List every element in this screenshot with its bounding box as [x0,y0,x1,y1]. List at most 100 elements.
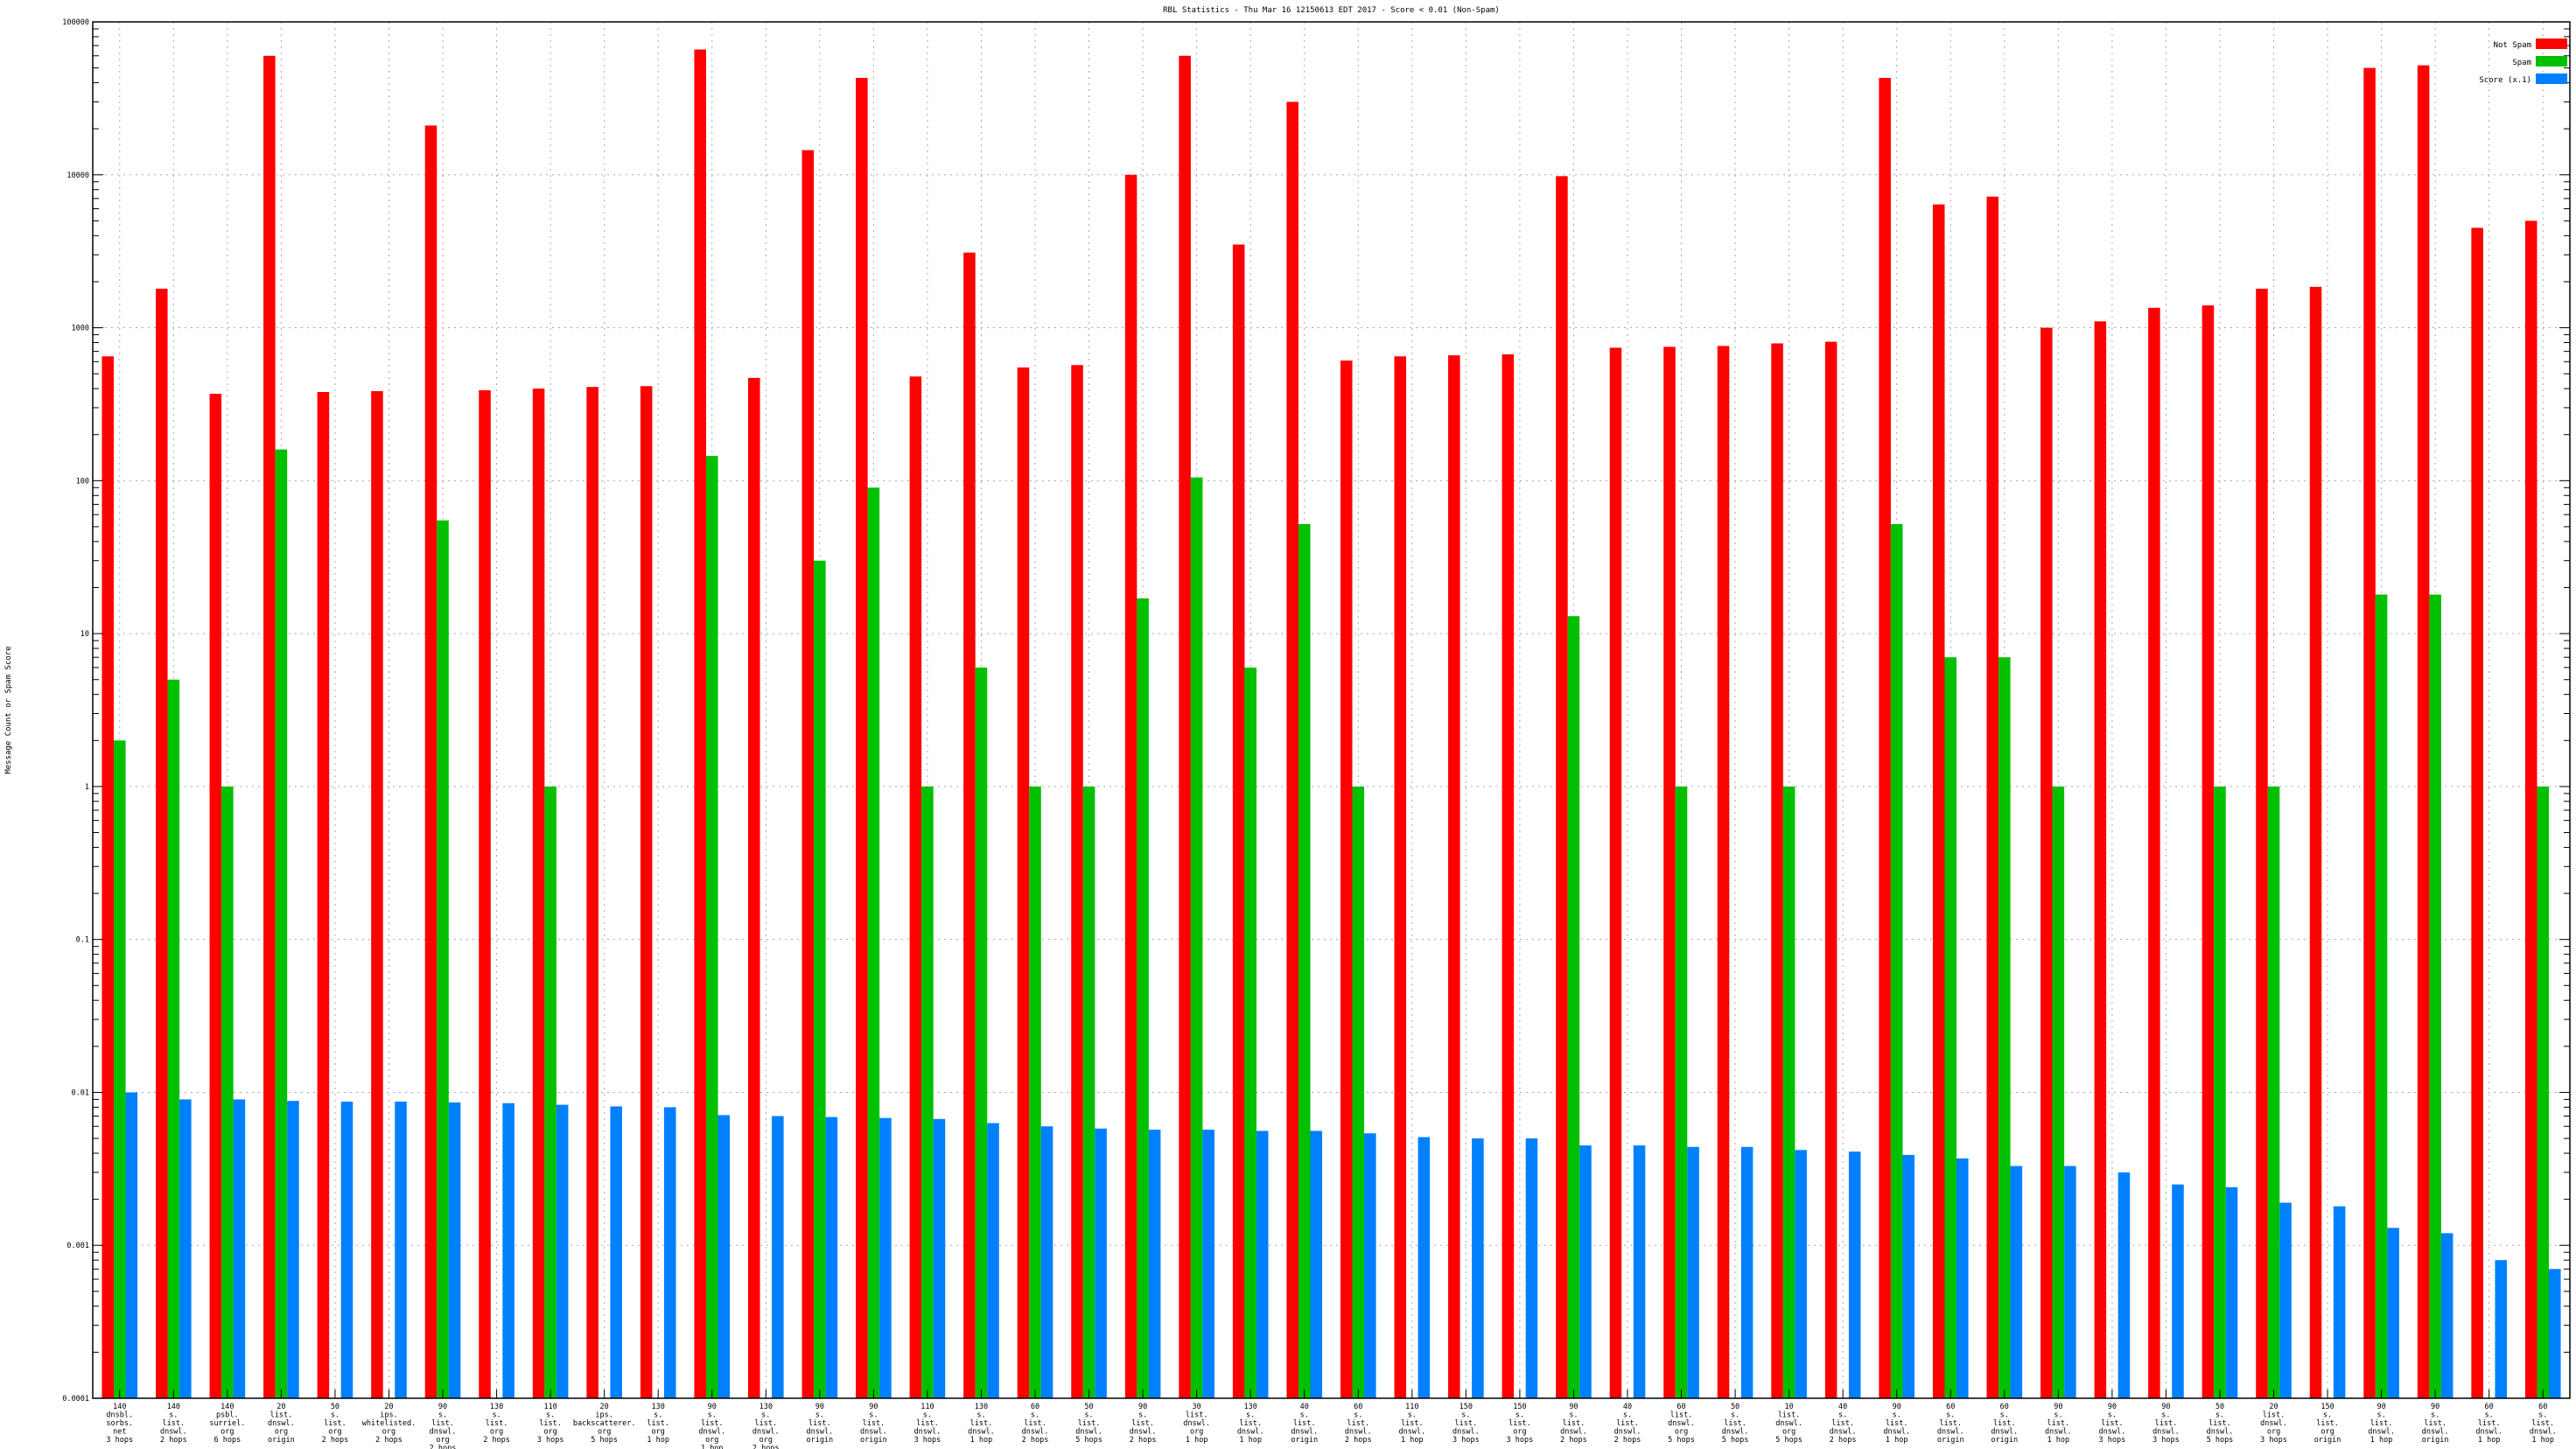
x-tick-label-line: list. [539,1419,562,1428]
y-tick-label: 0.0001 [62,1395,89,1404]
x-tick-label-line: dnswl. [1991,1428,2018,1437]
bar-spam [2214,786,2226,1398]
x-tick-label-line: org [328,1428,341,1437]
bar-score [1525,1138,1538,1398]
bar-score [1202,1130,1214,1398]
x-tick-label-line: list. [1670,1411,1693,1420]
bar-not_spam [532,388,545,1398]
x-tick-label-line: 130 [975,1403,988,1411]
x-tick-label-line: 130 [760,1403,773,1411]
y-tick-label: 100000 [62,18,89,27]
bar-score [1364,1133,1376,1398]
x-tick-label-line: s. [923,1411,932,1420]
x-tick-label-line: s. [2216,1411,2224,1420]
x-tick-label: 110 s. list. dnswl. 3 hops [914,1403,942,1445]
x-tick-label-line: 60 [1946,1403,1955,1411]
x-tick-label: 90 s. list. dnswl. origin [2422,1403,2449,1445]
x-tick-label-line: s. [2161,1411,2170,1420]
x-tick-label-line: 90 [708,1403,717,1411]
x-tick-label-line: whitelisted. [362,1419,416,1428]
x-tick-label: 60 list. dnswl. org 5 hops [1668,1403,1695,1445]
y-tick-label: 1 [85,783,89,792]
x-tick-label: 50 s. list. dnswl. 5 hops [1722,1403,1749,1445]
x-tick-label-line: list. [970,1419,993,1428]
x-tick-label-line: s. [1569,1411,1578,1420]
bar-score [879,1117,892,1398]
x-tick-label-line: dnswl. [1022,1428,1049,1437]
bar-not_spam [156,288,168,1399]
x-tick-label-line: 2 hops [1830,1436,1857,1445]
x-tick-label-line: dnswl. [1237,1428,1264,1437]
x-tick-label-line: s. [1138,1411,1147,1420]
bar-not_spam [371,391,383,1398]
x-tick-label-line: dnswl. [968,1428,995,1437]
bar-not_spam [1232,244,1245,1398]
bar-not_spam [2040,327,2053,1398]
legend-swatch-not_spam [2536,38,2567,49]
bar-score [287,1101,299,1398]
x-tick-label-line: org [382,1428,396,1437]
x-tick-label-line: dnswl. [806,1428,833,1437]
bar-score [1095,1128,1107,1398]
bar-not_spam [802,150,815,1399]
x-tick-label-line: list. [2155,1419,2178,1428]
bar-score [125,1092,138,1398]
x-tick-label: 90 s. list. dnswl. origin [860,1403,887,1445]
y-axis-ticks: 0.0001 0.001 0.01 0.1 1 10 100 1000 10000 100000 [62,18,2570,1404]
x-tick-label-line: 3 hops [914,1436,942,1445]
bar-spam [437,520,449,1398]
bar-score [179,1099,192,1398]
x-tick-label-line: 5 hops [1775,1436,1802,1445]
bar-not_spam [209,394,222,1398]
y-tick-label: 10000 [66,172,89,180]
x-tick-label-line: 3 hops [2260,1436,2287,1445]
bar-score [2333,1206,2346,1398]
x-tick-label-line: list. [1186,1411,1208,1420]
bar-spam [1190,477,1203,1399]
x-tick-label-line: 5 hops [1075,1436,1102,1445]
x-tick-label-line: origin [2314,1436,2342,1445]
bar-spam [921,786,934,1398]
bar-not_spam [1556,176,1568,1398]
bar-not_spam [317,392,330,1399]
bar-not_spam [1663,346,1676,1398]
x-tick-label-line: list. [1508,1419,1531,1428]
x-tick-label-line: 50 [2216,1403,2224,1411]
bar-score [1579,1145,1592,1398]
x-tick-label-line: org [760,1436,773,1445]
x-tick-label-line: dnswl. [2207,1428,2234,1437]
x-tick-label-line: dnswl. [2045,1428,2072,1437]
bar-spam [1082,786,1096,1398]
bar-not_spam [747,377,760,1398]
bar-not_spam [1986,196,1999,1398]
bar-score [340,1102,354,1398]
x-tick-label: 20 list. dnswl. org origin [268,1403,295,1445]
x-tick-label-line: 20 [384,1403,393,1411]
bar-spam [1998,657,2011,1398]
x-tick-label-line: 1 hop [701,1445,724,1449]
x-tick-label-line: list. [1131,1419,1154,1428]
bar-score [448,1102,461,1398]
x-tick-label-line: 90 [1893,1403,1901,1411]
x-tick-label-line: dnswl. [2260,1419,2287,1428]
y-tick-label: 1000 [72,325,89,333]
x-tick-label-line: 130 [490,1403,503,1411]
bar-not_spam [963,252,976,1398]
x-tick-label-line: ips. [380,1411,397,1420]
x-tick-label-line: list. [701,1419,724,1428]
x-tick-label-line: 2 hops [1560,1436,1587,1445]
bar-not_spam [1124,174,1138,1398]
x-tick-label-line: dnswl. [430,1428,457,1437]
x-tick-label-line: dnswl. [1775,1419,1802,1428]
x-tick-label: 50 s. list. dnswl. 5 hops [2207,1403,2234,1445]
bar-not_spam [424,125,438,1399]
x-tick-label-line: origin [1937,1436,1964,1445]
x-tick-label-line: ips. [595,1411,612,1420]
x-tick-label: 60 s. list. dnswl. 2 hops [1345,1403,1372,1445]
y-tick-label: 10 [80,630,89,639]
bar-score [933,1118,946,1398]
x-tick-label-line: 40 [1623,1403,1632,1411]
bar-score [1848,1152,1861,1398]
x-tick-label-line: list. [1078,1419,1101,1428]
bar-score [610,1106,622,1398]
